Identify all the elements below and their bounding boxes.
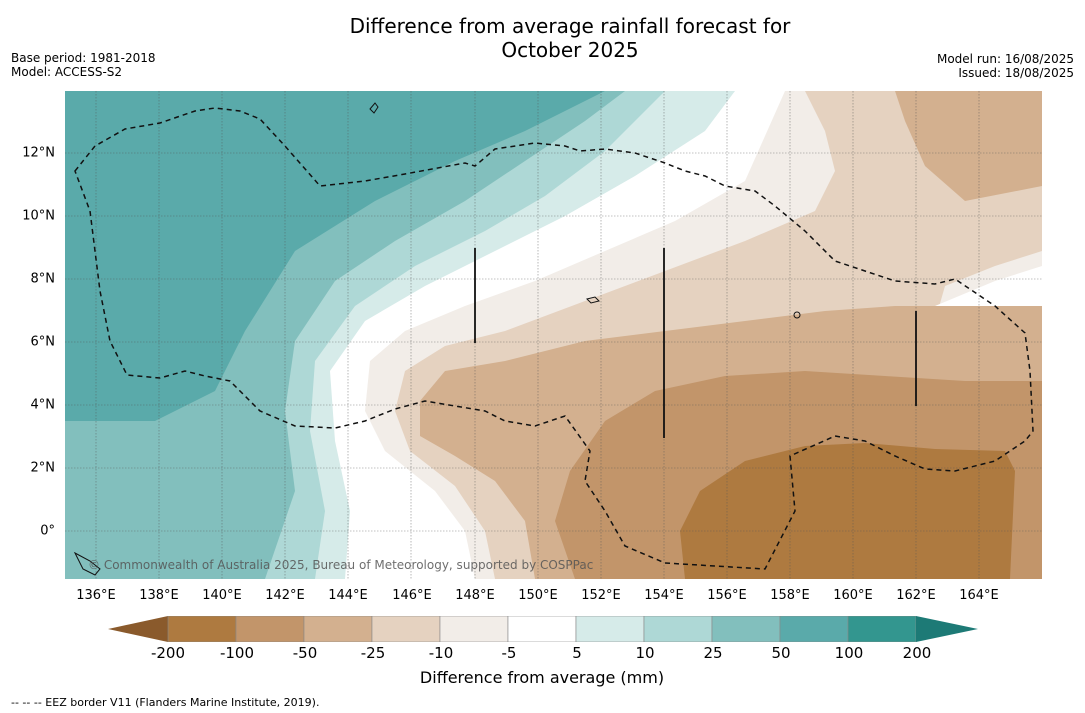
- lon-label-136e: 136°E: [76, 588, 116, 603]
- colorbar-segment: [303, 616, 373, 642]
- cbar-label-2: -50: [292, 644, 318, 662]
- colorbar-segment: [847, 616, 917, 642]
- lon-label-146e: 146°E: [392, 588, 432, 603]
- island-pohnpei: [793, 311, 801, 319]
- colorbar-extend-low: [108, 616, 168, 642]
- band-neg25-top: [895, 91, 1042, 201]
- title-line-1: Difference from average rainfall forecas…: [349, 14, 791, 38]
- colorbar-segment: [235, 616, 305, 642]
- lat-gridlines: [65, 152, 1042, 532]
- issued-date: Issued: 18/08/2025: [958, 66, 1074, 80]
- lon-label-154e: 154°E: [644, 588, 684, 603]
- colorbar-segments: [108, 616, 978, 642]
- cbar-label-8: 25: [703, 644, 723, 662]
- cbar-label-10: 100: [834, 644, 864, 662]
- lat-label-12n: 12°N: [22, 145, 55, 161]
- colorbar-segment: [779, 616, 849, 642]
- lon-label-162e: 162°E: [896, 588, 936, 603]
- colorbar-title: Difference from average (mm): [419, 668, 665, 687]
- band-neg100: [680, 443, 1015, 579]
- colorbar-extend-high: [916, 616, 978, 642]
- lon-label-152e: 152°E: [581, 588, 621, 603]
- meta-right: Model run: 16/08/2025 Issued: 18/08/2025: [937, 52, 1074, 80]
- island-chuuk: [586, 296, 600, 304]
- colorbar-segment: [167, 616, 237, 642]
- cbar-label-4: -10: [428, 644, 454, 662]
- lon-label-150e: 150°E: [518, 588, 558, 603]
- meta-left: Base period: 1981-2018 Model: ACCESS-S2: [11, 51, 156, 79]
- colorbar-segment: [711, 616, 781, 642]
- colorbar-segment: [507, 616, 577, 642]
- lat-label-2n: 2°N: [30, 460, 56, 476]
- lon-label-138e: 138°E: [139, 588, 179, 603]
- cbar-label-9: 50: [771, 644, 791, 662]
- island-guam-area: [369, 102, 379, 114]
- lon-label-140e: 140°E: [202, 588, 242, 603]
- cbar-label-3: -25: [360, 644, 386, 662]
- map-title: Difference from average rainfall forecas…: [270, 14, 870, 62]
- cbar-label-11: 200: [902, 644, 932, 662]
- lat-label-6n: 6°N: [30, 334, 56, 350]
- lon-label-144e: 144°E: [328, 588, 368, 603]
- title-line-2: October 2025: [501, 38, 639, 62]
- lon-label-160e: 160°E: [833, 588, 873, 603]
- rainfall-map: [65, 91, 1042, 579]
- colorbar-segment: [439, 616, 509, 642]
- colorbar-segment: [575, 616, 645, 642]
- lon-label-142e: 142°E: [265, 588, 305, 603]
- lat-label-10n: 10°N: [22, 208, 55, 224]
- colorbar: [108, 616, 978, 642]
- cbar-label-1: -100: [219, 644, 255, 662]
- colorbar-segment: [643, 616, 713, 642]
- lat-label-4n: 4°N: [30, 397, 56, 413]
- lon-label-148e: 148°E: [455, 588, 495, 603]
- base-period: Base period: 1981-2018: [11, 51, 156, 65]
- cbar-label-7: 10: [635, 644, 655, 662]
- cbar-label-5: -5: [501, 644, 517, 662]
- lon-label-158e: 158°E: [770, 588, 810, 603]
- colorbar-segment: [371, 616, 441, 642]
- eez-footnote: -- -- -- EEZ border V11 (Flanders Marine…: [11, 696, 320, 709]
- lat-label-8n: 8°N: [30, 271, 56, 287]
- lon-label-164e: 164°E: [959, 588, 999, 603]
- island-png-north: [73, 551, 101, 576]
- cbar-label-0: -200: [150, 644, 186, 662]
- lat-label-0: 0°: [40, 523, 55, 539]
- eez-border-fsm-west: [74, 107, 1034, 570]
- model-name: Model: ACCESS-S2: [11, 65, 123, 79]
- lon-label-156e: 156°E: [707, 588, 747, 603]
- cbar-label-6: 5: [572, 644, 582, 662]
- model-run: Model run: 16/08/2025: [936, 52, 1074, 66]
- copyright-notice: © Commonwealth of Australia 2025, Bureau…: [88, 558, 594, 572]
